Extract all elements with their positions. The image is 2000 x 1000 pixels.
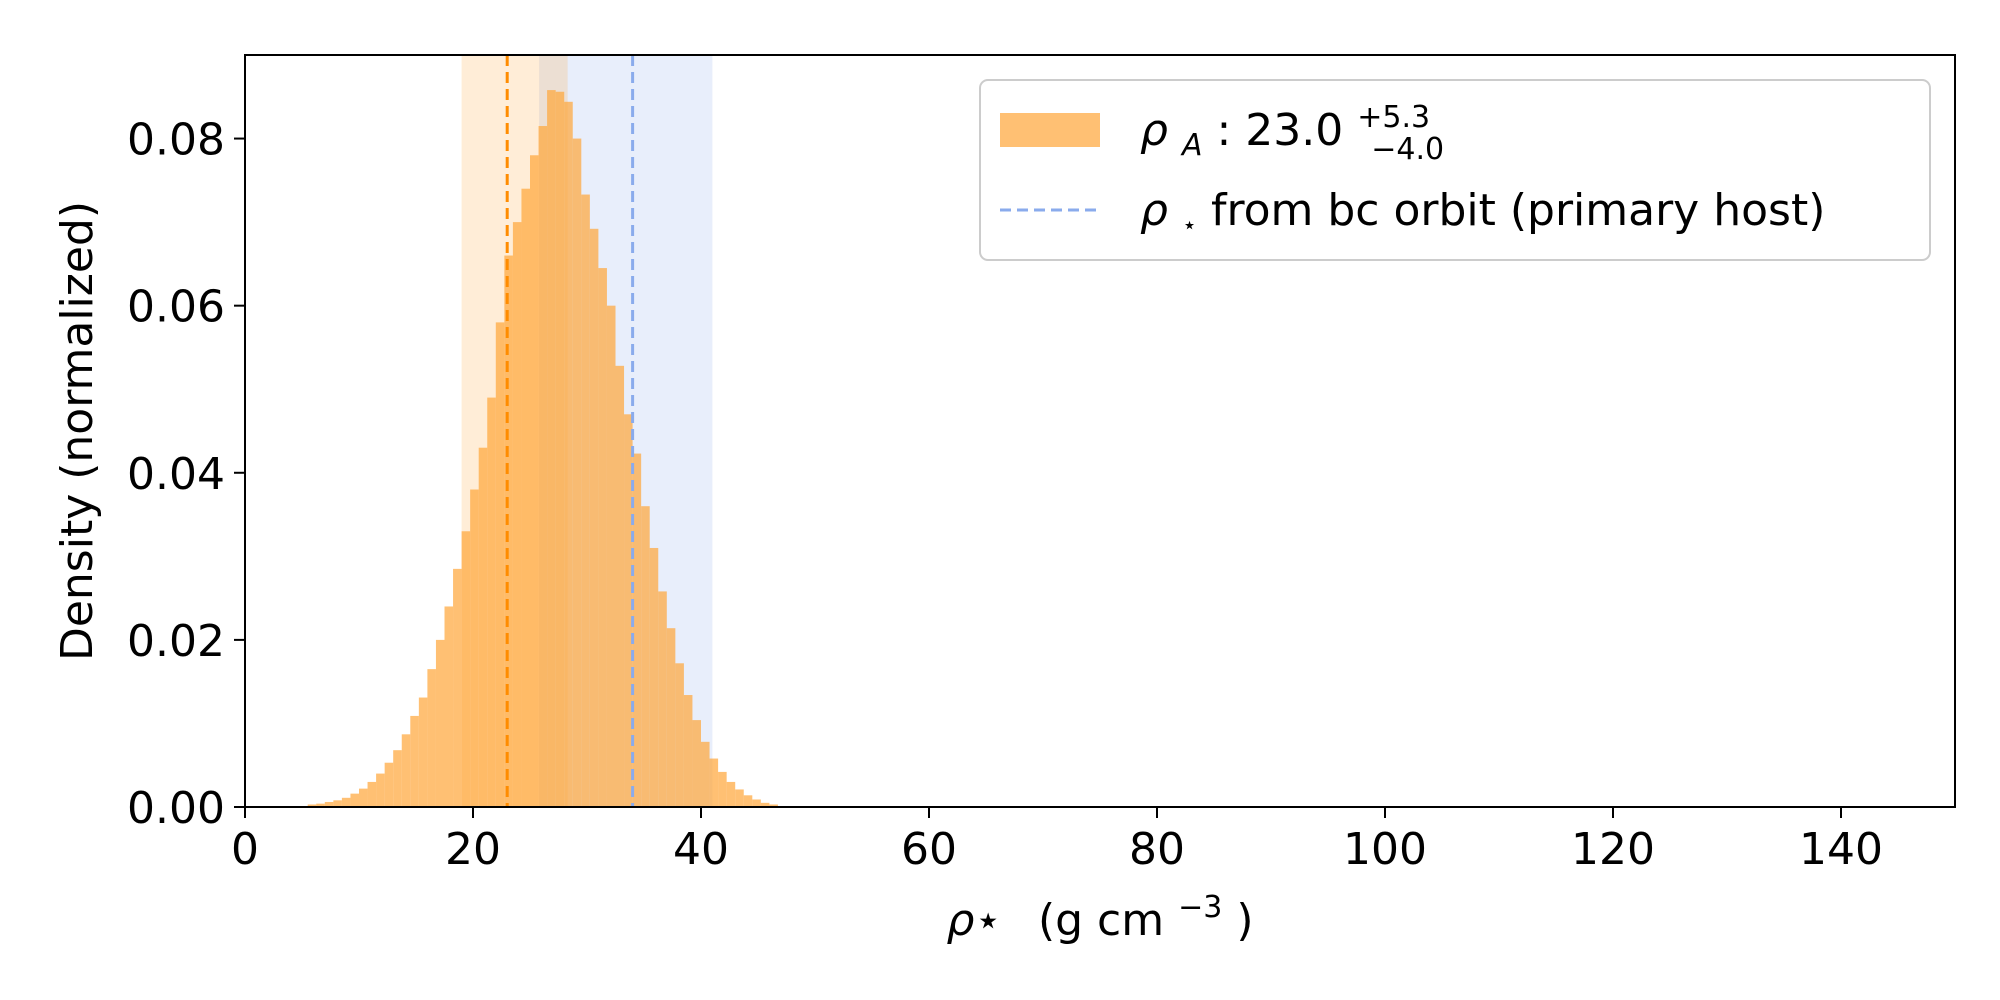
histogram-bar [538,126,548,808]
histogram-bar [384,762,394,807]
legend-median-value: 23.0 [1245,105,1343,156]
legend-swatch-rho-a [1000,113,1100,147]
histogram-bar [572,138,582,808]
x-tick-label: 60 [901,824,957,875]
histogram-bar [564,101,573,807]
histogram-bar [401,734,411,807]
histogram-bar [692,720,701,807]
histogram-bar [470,489,479,807]
legend-label-orbit: ρ ⋆ from bc orbit (primary host) [1140,185,1825,244]
histogram-bar [589,228,599,808]
legend-orbit-star: ⋆ [1182,211,1197,239]
histogram-bar [649,547,659,807]
histogram-bar [367,781,377,807]
histogram-bar [307,804,317,807]
legend-error-minus: −4.0 [1371,132,1444,167]
histogram-bar [487,397,496,807]
histogram-bar [495,322,505,807]
histogram-bar [461,531,471,807]
x-axis-ticks: 0 20 40 60 80 100 120 140 [231,807,1883,875]
histogram-bar [632,453,642,807]
legend-label-rho-a: ρ A : 23.0 +5.3 −4.0 [1140,87,1444,167]
reference-lines [505,55,635,807]
legend: ρ A : 23.0 +5.3 −4.0 ρ ⋆ from bc orbit (… [979,79,1931,261]
histogram-bar [598,268,607,808]
histogram-bar [743,795,753,807]
histogram-bar [709,758,719,807]
y-tick-label: 0.08 [127,115,225,166]
histogram-bar [760,802,770,807]
histogram-bar [427,669,436,807]
y-tick-label: 0.04 [127,449,225,500]
histogram-bar [658,591,667,807]
histogram-bar [512,222,522,808]
x-tick-label: 140 [1799,824,1883,875]
x-tick-label: 0 [231,824,259,875]
histogram-bar [615,365,625,807]
histogram-bar [478,447,488,807]
legend-rho-symbol: ρ [1140,105,1168,156]
histogram-bar [675,663,684,807]
histogram-bar [359,788,368,807]
y-axis-label: Density (normalized) [52,201,103,661]
x-axis-unit-prefix: (g cm [1038,895,1164,946]
x-tick-label: 20 [445,824,501,875]
plot-frame [244,54,1956,808]
legend-error-plus: +5.3 [1357,100,1430,135]
histogram-bar [769,804,778,807]
histogram-bar [735,789,744,807]
histogram-bar [581,194,590,807]
y-tick-label: 0.00 [127,783,225,834]
histogram-bar [435,639,445,807]
y-axis-ticks: 0.00 0.02 0.04 0.06 0.08 [127,115,245,834]
histogram-bar [393,750,402,807]
histogram-bar [606,305,616,807]
histogram-bar [641,506,650,807]
histogram-bar [376,773,385,807]
histogram-bar [333,800,342,807]
histogram-bar [316,803,325,807]
histogram-bar [555,91,565,807]
x-tick-label: 40 [673,824,729,875]
legend-box [979,79,1931,261]
x-tick-label: 100 [1343,824,1427,875]
histogram-bar [341,797,351,807]
histogram-bar [718,771,727,807]
histogram-bars [307,90,778,808]
histogram-bar [547,90,556,808]
histogram-bar [726,781,736,807]
histogram-bar [666,628,676,807]
histogram-bar [324,801,334,807]
histogram-bar [683,695,693,807]
legend-orbit-text: from bc orbit (primary host) [1211,185,1825,236]
x-tick-label: 80 [1129,824,1185,875]
legend-rho-subscript: A [1180,128,1203,163]
histogram-bar [752,799,761,807]
histogram-bar [350,793,359,807]
y-tick-label: 0.02 [127,616,225,667]
x-axis-symbol: ρ⋆ [946,895,1001,946]
y-tick-label: 0.06 [127,282,225,333]
x-axis-unit-exponent: −3 [1178,890,1222,925]
histogram-bar [444,606,454,807]
histogram-bar [453,568,462,807]
histogram-bar [418,697,428,807]
histogram-bar [624,414,633,807]
histogram-bar [410,715,419,807]
legend-orbit-symbol: ρ [1140,185,1168,236]
x-axis-label: ρ⋆ (g cm −3 ) [946,877,1253,946]
histogram-bar [701,741,710,807]
histogram-bar [530,155,539,807]
histogram-bar [521,188,530,807]
x-axis-unit-suffix: ) [1236,895,1253,946]
x-tick-label: 120 [1571,824,1655,875]
legend-separator: : [1216,105,1245,156]
